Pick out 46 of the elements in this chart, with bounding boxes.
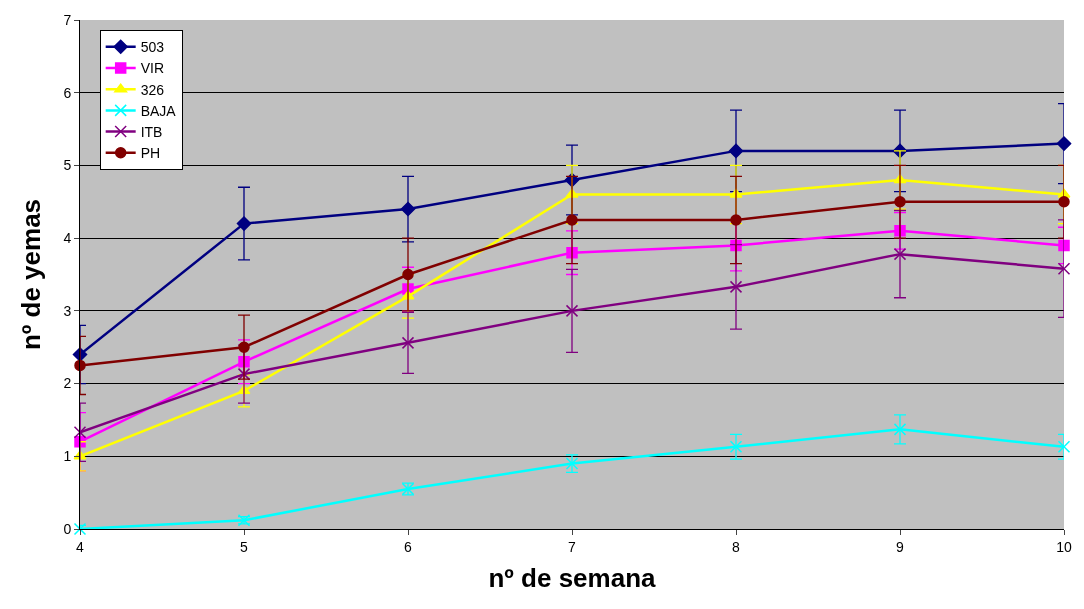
x-axis-title: nº de semana — [488, 563, 657, 594]
point — [730, 214, 742, 226]
point — [74, 359, 86, 372]
y-tick-label: 0 — [63, 520, 72, 537]
point — [402, 268, 414, 281]
x-tick-label: 7 — [568, 538, 577, 555]
y-tick-label: 4 — [63, 230, 72, 247]
y-tick-label: 3 — [63, 302, 72, 319]
y-tick-label: 6 — [63, 84, 72, 101]
point — [1056, 136, 1072, 151]
y-tick-label: 2 — [63, 375, 72, 392]
legend-label: VIR — [140, 60, 165, 77]
point — [1057, 440, 1071, 454]
point — [893, 247, 907, 261]
point — [728, 143, 744, 159]
point — [1058, 239, 1070, 252]
point — [400, 201, 416, 217]
point — [565, 304, 579, 318]
x-tick-label: 8 — [732, 538, 741, 555]
x-tick-label: 5 — [240, 538, 249, 555]
legend-label: PH — [140, 145, 161, 162]
point — [566, 214, 578, 226]
point — [894, 196, 906, 208]
point — [893, 423, 907, 436]
y-tick-label: 7 — [63, 11, 72, 28]
legend-label: 326 — [140, 81, 165, 98]
x-tick-label: 9 — [896, 538, 905, 555]
point — [729, 440, 743, 454]
x-tick-label: 4 — [76, 538, 85, 555]
legend-label: ITB — [140, 124, 163, 141]
y-tick-label: 1 — [63, 448, 72, 465]
legend-label: BAJA — [140, 102, 177, 119]
point — [1058, 196, 1070, 208]
point — [237, 367, 251, 381]
point — [236, 216, 252, 231]
point — [238, 341, 250, 353]
x-tick-label: 6 — [404, 538, 413, 555]
y-tick-label: 5 — [63, 157, 72, 174]
point — [1057, 262, 1071, 275]
point — [73, 522, 87, 536]
x-tick-label: 10 — [1056, 538, 1072, 555]
point — [73, 426, 87, 439]
point — [401, 336, 415, 350]
legend-label: 503 — [140, 39, 165, 56]
y-axis-title: nº de yemas — [15, 198, 46, 351]
point — [729, 280, 743, 294]
